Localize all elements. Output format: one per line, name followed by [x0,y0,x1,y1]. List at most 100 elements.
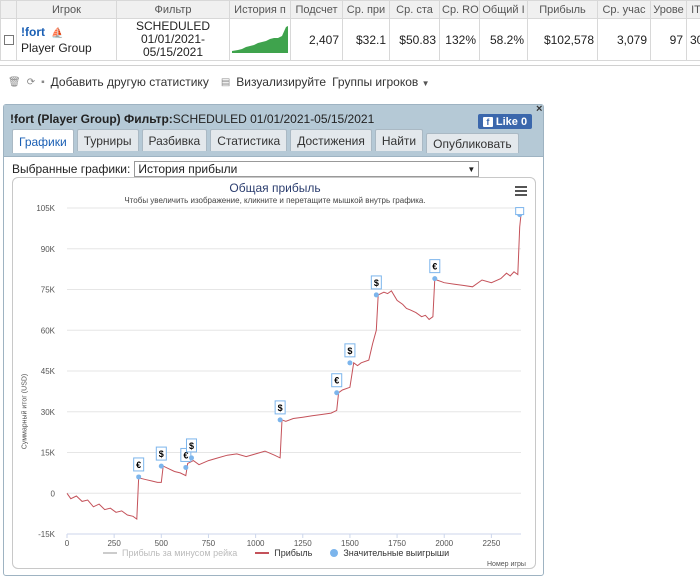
big-win-point [334,390,340,396]
dialog-title-filter: SCHEDULED 01/01/2021-05/15/2021 [172,112,375,126]
legend-line-icon [103,552,117,554]
filter-line: SCHEDULED [135,19,210,33]
filter-line: 01/01/2021- [140,32,206,46]
avg-stake-cell: $50.83 [389,18,440,61]
column-header-filter[interactable]: Фильтр [116,0,230,19]
row-select-cell [0,18,17,61]
player-group-icon[interactable]: ⛵ [51,27,64,39]
column-header-avg-profit[interactable]: Ср. при [342,0,390,19]
y-tick-label: 45K [41,367,56,376]
tab-publish[interactable]: Опубликовать [426,133,519,153]
column-header-avg-entrants[interactable]: Ср. учас [597,0,651,19]
row-checkbox[interactable] [3,35,14,46]
y-tick-label: -15K [38,530,56,539]
legend-dot-icon [330,549,339,557]
add-icon[interactable]: ▪ [41,76,45,88]
player-groups-label: Группы игроков [332,75,419,89]
y-tick-label: 30K [41,408,56,417]
legend-item-profit[interactable]: Прибыль [255,548,312,558]
avg-entrants-cell: 3,079 [597,18,651,61]
big-win-flag [344,343,356,358]
visualize-button[interactable]: Визуализируйте [236,75,327,89]
graph-select-row: Выбранные графики: История прибыли ▼ [12,161,480,177]
close-icon[interactable]: × [536,103,543,115]
big-win-point [188,455,194,461]
dialog-title-player: !fort (Player Group) Фильтр: [10,112,173,126]
column-header-total-roi[interactable]: Общий I [479,0,528,19]
add-stat-button[interactable]: Добавить другую статистику [50,75,209,89]
x-axis-title: Номер игры [487,561,526,568]
column-header-profit[interactable]: Прибыль [527,0,598,19]
graph-select[interactable]: История прибыли ▼ [134,161,480,177]
column-header-history[interactable]: История п [229,0,291,19]
tab-achievements[interactable]: Достижения [290,129,372,151]
legend-label: Значительные выигрыши [343,548,450,558]
facebook-icon: f [482,116,493,127]
column-header-player[interactable]: Игрок [16,0,117,19]
x-tick-label: 1000 [247,539,265,548]
facebook-like-button[interactable]: f Like 0 [478,114,532,129]
player-cell: !fort ⛵ Player Group [16,18,117,61]
tab-statistics[interactable]: Статистика [210,129,288,151]
profit-chart[interactable]: Общая прибыль Чтобы увеличить изображени… [12,177,536,569]
big-win-currency-label: € [432,262,437,272]
chart-title: Общая прибыль [229,181,321,195]
big-win-point [158,463,164,469]
tab-breakdown[interactable]: Разбивка [141,129,208,151]
y-tick-label: 15K [41,449,56,458]
big-win-currency-label: $ [278,403,283,413]
column-header-avg-stake[interactable]: Ср. ста [389,0,440,19]
big-win-flag [274,400,286,415]
big-win-point [277,417,283,423]
filter-line: 05/15/2021 [142,45,204,59]
y-axis-title: Суммарный итог (USD) [21,373,29,450]
big-win-currency-label: $ [347,346,352,356]
stats-toolbar: 🗑 ⟳ ▪ Добавить другую статистику ▤ Визуа… [0,72,700,92]
legend-line-icon [255,552,270,554]
big-win-point [373,292,379,298]
big-win-currency-label: € [183,450,188,460]
like-label: Like 0 [495,115,528,128]
tab-tournaments[interactable]: Турниры [76,129,139,151]
chart-menu-icon[interactable] [515,186,527,198]
big-win-currency-label: € [136,460,141,470]
big-win-flag [370,275,382,290]
tab-graphs[interactable]: Графики [12,129,74,153]
history-sparkline-cell[interactable] [229,18,291,61]
itm-cell: 30.1% [686,18,700,61]
y-tick-label: 90K [41,245,56,254]
dialog-tabs: Графики Турниры Разбивка Статистика Дост… [12,129,519,153]
big-win-currency-label: $ [189,441,194,451]
chevron-down-icon: ▼ [467,164,476,174]
player-groups-dropdown[interactable]: Группы игроков ▼ [332,75,429,89]
big-win-flag [515,207,525,216]
column-header-level[interactable]: Урове [650,0,687,19]
profit-cell: $102,578 [527,18,598,61]
x-tick-label: 250 [107,539,121,548]
trash-icon[interactable]: 🗑 [8,76,21,88]
big-win-point [183,464,189,470]
legend-item-big-wins[interactable]: Значительные выигрыши [330,548,449,558]
x-tick-label: 1500 [341,539,359,548]
refresh-icon[interactable]: ⟳ [26,76,36,88]
profit-sparkline[interactable] [232,23,288,53]
column-header-itm[interactable]: ITM% [686,0,700,19]
player-name-link[interactable]: !fort [21,24,45,39]
legend-label: Прибыль [274,548,313,558]
x-tick-label: 0 [65,539,70,548]
x-tick-label: 2250 [482,539,500,548]
legend-item-rake[interactable]: Прибыль за минусом рейка [103,548,237,558]
big-win-currency-label: $ [374,278,379,288]
table-row: !fort ⛵ Player Group SCHEDULED 01/01/202… [0,18,700,61]
avg-profit-cell: $32.1 [342,18,390,61]
chart-plot[interactable]: -15K 0 15K 30K 45K 60K 75K 90K 105K 0 250 500 750 100… [13,178,536,569]
column-header-avg-roi[interactable]: Ср. RO [439,0,480,19]
tab-find[interactable]: Найти [374,129,424,151]
x-tick-label: 750 [202,539,216,548]
big-win-flag [185,438,197,453]
column-header-count[interactable]: Подсчет [290,0,343,19]
dialog-title: !fort (Player Group) Фильтр:SCHEDULED 01… [10,112,374,126]
avg-roi-cell: 132% [439,18,480,61]
chart-icon[interactable]: ▤ [220,76,231,88]
graph-select-label: Выбранные графики: [12,162,131,176]
